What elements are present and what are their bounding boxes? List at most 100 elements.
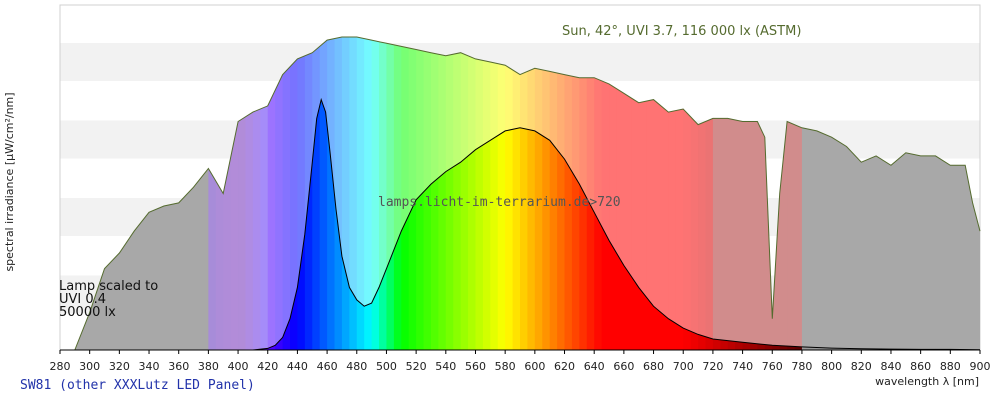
- sun-color-strip: [668, 37, 677, 350]
- x-tick-label: 780: [791, 360, 812, 373]
- sun-color-strip: [942, 37, 951, 350]
- x-tick-label: 680: [643, 360, 664, 373]
- sun-color-strip: [839, 37, 848, 350]
- sun-color-strip: [824, 37, 833, 350]
- sun-color-strip: [594, 37, 603, 350]
- lamp-color-strip: [586, 99, 595, 350]
- sun-color-strip: [868, 37, 877, 350]
- lamp-color-strip: [490, 99, 499, 350]
- sun-color-strip: [609, 37, 618, 350]
- watermark-text: lamps.licht-im-terrarium.de>720: [378, 195, 621, 210]
- x-tick-label: 740: [732, 360, 753, 373]
- sun-color-strip: [631, 37, 640, 350]
- series-lines: [74, 36, 981, 351]
- lamp-color-strip: [401, 99, 410, 350]
- lamp-color-strip: [408, 99, 417, 350]
- sun-color-strip: [735, 37, 744, 350]
- lamp-color-strip: [520, 99, 529, 350]
- sun-color-strip: [290, 37, 299, 350]
- sun-color-strip: [416, 37, 425, 350]
- sun-color-strip: [913, 37, 922, 350]
- sun-color-strip: [742, 37, 751, 350]
- lamp-color-strip: [460, 99, 469, 350]
- sun-color-strip: [920, 37, 929, 350]
- sun-color-strip: [586, 37, 595, 350]
- x-tick-label: 760: [762, 360, 783, 373]
- sun-color-strip: [861, 37, 870, 350]
- lamp-name-label: SW81 (other XXXLutz LED Panel): [20, 378, 255, 393]
- sun-color-strip: [349, 37, 358, 350]
- sun-color-strip: [379, 37, 388, 350]
- lamp-color-strip: [468, 99, 477, 350]
- x-tick-label: 420: [257, 360, 278, 373]
- sun-color-strip: [267, 37, 276, 350]
- sun-color-strip: [750, 37, 759, 350]
- sun-color-strip: [675, 37, 684, 350]
- x-axis-label: wavelength λ [nm]: [875, 375, 979, 388]
- x-tick-label: 320: [109, 360, 130, 373]
- sun-color-strip: [950, 37, 959, 350]
- sun-color-strip: [638, 37, 647, 350]
- lamp-color-strip: [505, 99, 514, 350]
- sun-color-strip: [698, 37, 707, 350]
- sun-color-strip: [928, 37, 937, 350]
- sun-color-strip: [853, 37, 862, 350]
- x-tick-label: 360: [168, 360, 189, 373]
- sun-color-strip: [727, 37, 736, 350]
- sun-color-strip: [341, 37, 350, 350]
- lamp-color-strip: [312, 99, 321, 350]
- x-tick-label: 800: [821, 360, 842, 373]
- sun-color-strip: [779, 37, 788, 350]
- x-tick-label: 540: [435, 360, 456, 373]
- sun-color-strip: [898, 37, 907, 350]
- lamp-color-strip: [304, 99, 313, 350]
- sun-color-strip: [297, 37, 306, 350]
- lamp-note-line-3: 50000 lx: [59, 305, 116, 320]
- sun-color-strip: [393, 37, 402, 350]
- lamp-color-strip: [497, 99, 506, 350]
- sun-color-strip: [846, 37, 855, 350]
- x-tick-label: 300: [79, 360, 100, 373]
- sun-color-strip: [690, 37, 699, 350]
- sun-color-strip: [401, 37, 410, 350]
- x-tick-label: 700: [673, 360, 694, 373]
- sun-spectrum-line: [74, 36, 981, 351]
- sun-color-strip: [787, 37, 796, 350]
- sun-color-strip: [208, 37, 217, 350]
- sun-color-strip: [282, 37, 291, 350]
- x-tick-label: 880: [940, 360, 961, 373]
- lamp-color-strip: [512, 99, 521, 350]
- x-tick-label: 900: [970, 360, 991, 373]
- sun-color-strip: [883, 37, 892, 350]
- x-tick-label: 280: [50, 360, 71, 373]
- lamp-color-strip: [579, 99, 588, 350]
- sun-color-strip: [809, 37, 818, 350]
- sun-color-strip: [623, 37, 632, 350]
- sun-color-strip: [646, 37, 655, 350]
- x-tick-label: 600: [524, 360, 545, 373]
- y-axis-label: spectral irradiance [µW/cm²/nm]: [3, 92, 16, 271]
- lamp-note-line-2: UVI 0.4: [59, 292, 106, 307]
- sun-series-label: Sun, 42°, UVI 3.7, 116 000 lx (ASTM): [562, 24, 801, 39]
- sun-color-strip: [275, 37, 284, 350]
- lamp-color-strip: [327, 99, 336, 350]
- sun-color-strip: [215, 37, 224, 350]
- sun-color-strip: [957, 37, 966, 350]
- x-tick-label: 840: [880, 360, 901, 373]
- sun-color-strip: [371, 37, 380, 350]
- sun-color-strip: [200, 37, 209, 350]
- lamp-color-strip: [445, 99, 454, 350]
- x-tick-label: 340: [139, 360, 160, 373]
- sun-color-strip: [601, 37, 610, 350]
- sun-color-strip: [252, 37, 261, 350]
- sun-color-strip: [876, 37, 885, 350]
- sun-color-strip: [683, 37, 692, 350]
- sun-color-strip: [334, 37, 343, 350]
- sun-color-strip: [965, 37, 974, 350]
- sun-color-strip: [230, 37, 239, 350]
- lamp-spectrum-line: [74, 97, 981, 351]
- sun-color-strip: [757, 37, 766, 350]
- x-tick-label: 520: [406, 360, 427, 373]
- lamp-color-strip: [482, 99, 491, 350]
